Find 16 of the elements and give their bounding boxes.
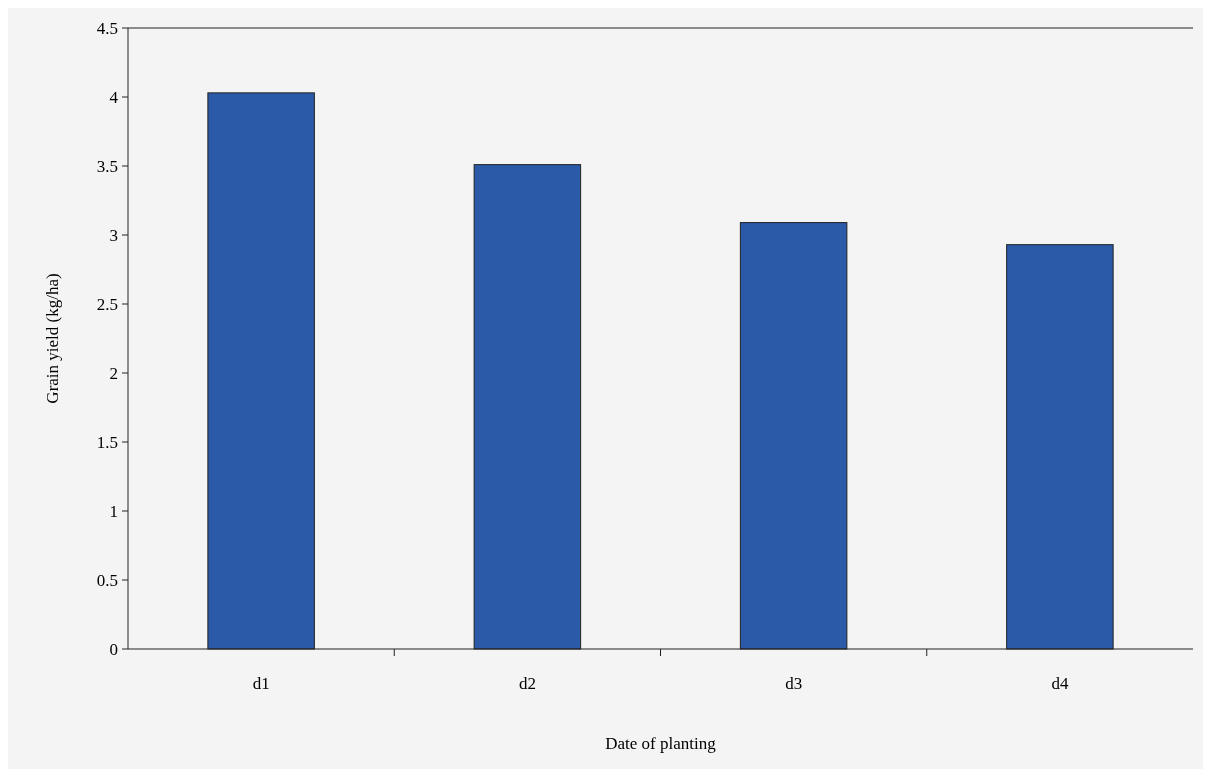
y-tick-label: 3.5 — [96, 156, 118, 176]
x-tick-label: d4 — [1051, 674, 1069, 693]
y-tick-label: 1 — [109, 501, 118, 521]
y-tick-label: 0 — [109, 639, 118, 659]
y-tick-label: 4.5 — [96, 18, 118, 38]
x-tick-label: d1 — [252, 674, 270, 693]
y-tick-label: 0.5 — [96, 570, 118, 590]
x-tick-label: d3 — [785, 674, 803, 693]
y-axis-title: Grain yield (kg/ha) — [43, 273, 62, 404]
y-tick-label: 3 — [109, 225, 118, 245]
y-tick-label: 1.5 — [96, 432, 118, 452]
y-tick-label: 2 — [109, 363, 118, 383]
x-axis-title: Date of planting — [605, 734, 717, 753]
x-tick-label: d2 — [518, 674, 536, 693]
y-tick-label: 4 — [109, 87, 119, 107]
y-tick-label: 2.5 — [96, 294, 118, 314]
